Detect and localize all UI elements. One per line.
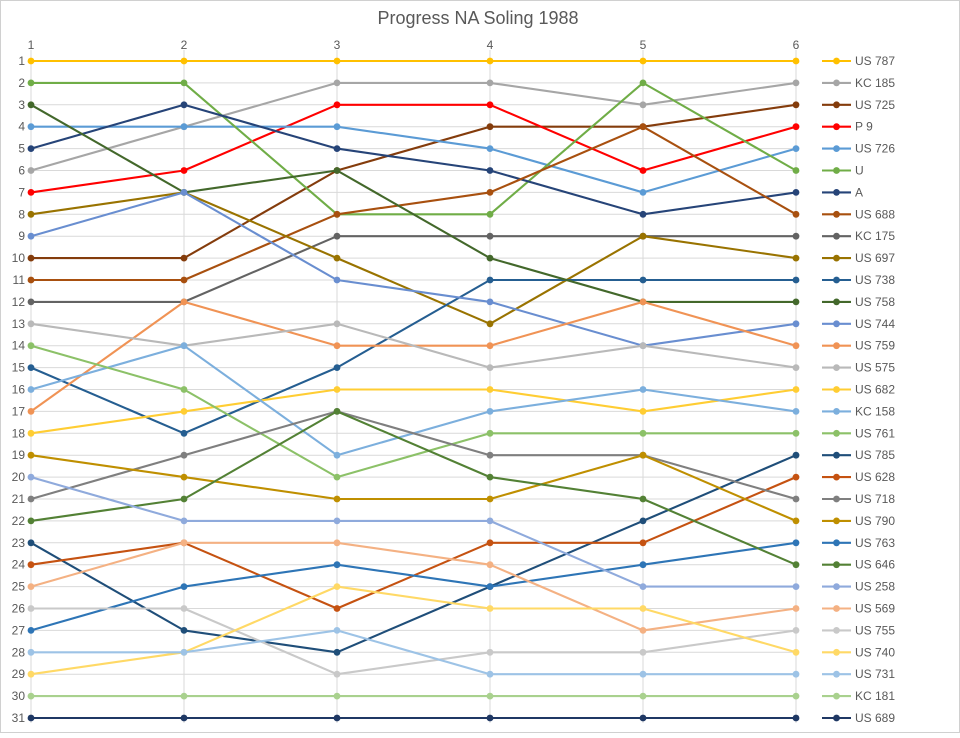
svg-text:22: 22 (12, 514, 26, 528)
svg-text:12: 12 (12, 295, 26, 309)
svg-text:19: 19 (12, 448, 26, 462)
svg-text:Progress NA Soling 1988: Progress NA Soling 1988 (377, 8, 578, 28)
svg-text:10: 10 (12, 251, 26, 265)
svg-text:US 726: US 726 (855, 142, 895, 156)
svg-text:6: 6 (18, 164, 25, 178)
svg-text:US 725: US 725 (855, 98, 895, 112)
svg-text:US 628: US 628 (855, 470, 895, 484)
svg-text:1: 1 (28, 38, 35, 52)
svg-text:16: 16 (12, 383, 26, 397)
svg-text:US 718: US 718 (855, 492, 895, 506)
svg-text:US 785: US 785 (855, 448, 895, 462)
svg-text:8: 8 (18, 207, 25, 221)
svg-text:US 731: US 731 (855, 667, 895, 681)
svg-text:KC 175: KC 175 (855, 229, 895, 243)
svg-text:P 9: P 9 (855, 120, 873, 134)
svg-text:US 787: US 787 (855, 54, 895, 68)
svg-text:3: 3 (334, 38, 341, 52)
svg-text:KC 158: KC 158 (855, 404, 895, 418)
svg-text:13: 13 (12, 317, 26, 331)
svg-text:23: 23 (12, 536, 26, 550)
svg-text:US 759: US 759 (855, 339, 895, 353)
svg-text:US 755: US 755 (855, 623, 895, 637)
svg-text:28: 28 (12, 645, 26, 659)
svg-text:3: 3 (18, 98, 25, 112)
svg-text:15: 15 (12, 361, 26, 375)
svg-text:2: 2 (181, 38, 188, 52)
svg-text:26: 26 (12, 602, 26, 616)
svg-text:11: 11 (13, 273, 26, 287)
svg-text:US 689: US 689 (855, 711, 895, 725)
svg-text:21: 21 (12, 492, 26, 506)
svg-text:US 790: US 790 (855, 514, 895, 528)
svg-text:KC 181: KC 181 (855, 689, 895, 703)
svg-text:US 744: US 744 (855, 317, 895, 331)
svg-text:A: A (855, 185, 863, 199)
svg-text:4: 4 (18, 120, 25, 134)
svg-text:6: 6 (793, 38, 800, 52)
svg-text:US 258: US 258 (855, 580, 895, 594)
svg-text:7: 7 (18, 185, 25, 199)
svg-text:29: 29 (12, 667, 26, 681)
svg-text:US 758: US 758 (855, 295, 895, 309)
svg-text:18: 18 (12, 426, 26, 440)
svg-text:4: 4 (487, 38, 494, 52)
svg-text:US 740: US 740 (855, 645, 895, 659)
svg-text:U: U (855, 164, 864, 178)
svg-text:US 697: US 697 (855, 251, 895, 265)
svg-text:20: 20 (12, 470, 26, 484)
svg-text:24: 24 (12, 558, 26, 572)
svg-text:14: 14 (12, 339, 26, 353)
svg-text:9: 9 (18, 229, 25, 243)
svg-text:27: 27 (12, 623, 26, 637)
svg-text:US 575: US 575 (855, 361, 895, 375)
svg-text:1: 1 (18, 54, 25, 68)
svg-text:31: 31 (12, 711, 26, 725)
svg-text:US 738: US 738 (855, 273, 895, 287)
svg-text:17: 17 (12, 404, 26, 418)
svg-text:5: 5 (18, 142, 25, 156)
svg-text:2: 2 (18, 76, 25, 90)
svg-text:30: 30 (12, 689, 26, 703)
svg-text:US 688: US 688 (855, 207, 895, 221)
svg-text:5: 5 (640, 38, 647, 52)
svg-text:KC 185: KC 185 (855, 76, 895, 90)
svg-text:US 646: US 646 (855, 558, 895, 572)
svg-text:US 761: US 761 (855, 426, 895, 440)
svg-text:US 763: US 763 (855, 536, 895, 550)
svg-text:25: 25 (12, 580, 26, 594)
svg-text:US 569: US 569 (855, 602, 895, 616)
svg-text:US 682: US 682 (855, 383, 895, 397)
